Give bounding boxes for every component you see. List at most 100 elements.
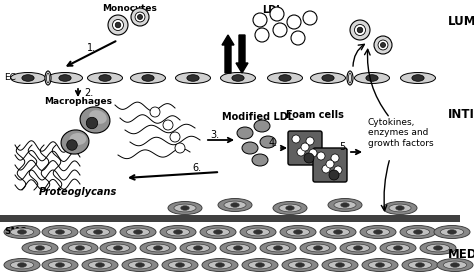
- Ellipse shape: [226, 244, 250, 252]
- Ellipse shape: [426, 244, 450, 252]
- Ellipse shape: [310, 73, 346, 83]
- Ellipse shape: [340, 242, 376, 254]
- Ellipse shape: [173, 230, 182, 234]
- Ellipse shape: [70, 133, 86, 145]
- Ellipse shape: [300, 242, 336, 254]
- Text: 4.: 4.: [269, 138, 278, 148]
- Text: SMC: SMC: [4, 227, 26, 237]
- FancyArrow shape: [222, 35, 234, 73]
- Ellipse shape: [55, 263, 64, 267]
- Ellipse shape: [440, 228, 464, 236]
- Ellipse shape: [213, 230, 222, 234]
- Ellipse shape: [202, 259, 238, 272]
- Ellipse shape: [10, 261, 34, 269]
- Circle shape: [108, 15, 128, 35]
- Ellipse shape: [306, 244, 330, 252]
- Ellipse shape: [334, 230, 343, 234]
- Ellipse shape: [220, 242, 256, 254]
- Ellipse shape: [18, 230, 27, 234]
- Ellipse shape: [55, 230, 64, 234]
- Ellipse shape: [130, 73, 165, 83]
- Circle shape: [175, 143, 185, 153]
- Ellipse shape: [140, 242, 176, 254]
- Ellipse shape: [160, 225, 196, 239]
- Circle shape: [378, 40, 388, 50]
- Circle shape: [304, 153, 314, 163]
- Circle shape: [135, 12, 145, 22]
- Circle shape: [86, 117, 98, 129]
- Ellipse shape: [122, 259, 158, 272]
- Ellipse shape: [266, 244, 290, 252]
- Ellipse shape: [246, 228, 270, 236]
- Ellipse shape: [180, 242, 216, 254]
- Text: Foam cells: Foam cells: [286, 110, 344, 120]
- Ellipse shape: [389, 204, 411, 212]
- Ellipse shape: [260, 242, 296, 254]
- Ellipse shape: [254, 120, 270, 132]
- Ellipse shape: [273, 246, 283, 250]
- Ellipse shape: [320, 225, 356, 239]
- Circle shape: [131, 8, 149, 26]
- Ellipse shape: [355, 73, 390, 83]
- Ellipse shape: [46, 73, 49, 83]
- Text: 6.: 6.: [192, 163, 201, 173]
- Circle shape: [292, 135, 300, 143]
- Ellipse shape: [4, 259, 40, 272]
- Circle shape: [303, 11, 317, 25]
- Circle shape: [355, 24, 365, 36]
- Ellipse shape: [406, 228, 430, 236]
- Ellipse shape: [366, 228, 390, 236]
- Ellipse shape: [383, 202, 417, 215]
- Ellipse shape: [450, 263, 459, 267]
- Ellipse shape: [93, 230, 102, 234]
- Circle shape: [273, 23, 287, 37]
- Bar: [0, 215, 460, 222]
- Circle shape: [322, 165, 330, 173]
- Text: INTIMA: INTIMA: [448, 108, 474, 121]
- Circle shape: [150, 107, 160, 117]
- Ellipse shape: [200, 225, 236, 239]
- Ellipse shape: [447, 230, 456, 234]
- Ellipse shape: [273, 202, 307, 215]
- Circle shape: [291, 31, 305, 45]
- Ellipse shape: [402, 259, 438, 272]
- Ellipse shape: [293, 230, 302, 234]
- Ellipse shape: [354, 246, 363, 250]
- Ellipse shape: [80, 107, 110, 133]
- Text: Monocytes: Monocytes: [102, 4, 157, 13]
- Ellipse shape: [75, 246, 84, 250]
- Ellipse shape: [206, 228, 230, 236]
- Ellipse shape: [260, 136, 276, 148]
- Ellipse shape: [286, 228, 310, 236]
- Text: Macrophages: Macrophages: [44, 97, 112, 106]
- Ellipse shape: [175, 263, 184, 267]
- Ellipse shape: [366, 75, 378, 81]
- Ellipse shape: [36, 246, 45, 250]
- Ellipse shape: [154, 246, 163, 250]
- Ellipse shape: [416, 263, 425, 267]
- Circle shape: [374, 36, 392, 54]
- Ellipse shape: [336, 263, 345, 267]
- Circle shape: [115, 22, 121, 28]
- Ellipse shape: [208, 261, 232, 269]
- Circle shape: [297, 148, 305, 156]
- Ellipse shape: [187, 75, 199, 81]
- Ellipse shape: [106, 244, 130, 252]
- Ellipse shape: [231, 203, 239, 207]
- Ellipse shape: [100, 242, 136, 254]
- Ellipse shape: [218, 198, 252, 212]
- Ellipse shape: [368, 261, 392, 269]
- Circle shape: [253, 13, 267, 27]
- Ellipse shape: [396, 206, 404, 210]
- Ellipse shape: [234, 246, 243, 250]
- Ellipse shape: [162, 259, 198, 272]
- Ellipse shape: [68, 244, 91, 252]
- Ellipse shape: [437, 259, 473, 272]
- Circle shape: [309, 149, 317, 157]
- Ellipse shape: [347, 71, 353, 85]
- Ellipse shape: [142, 75, 154, 81]
- Ellipse shape: [59, 75, 71, 81]
- Ellipse shape: [61, 130, 89, 154]
- Ellipse shape: [42, 225, 78, 239]
- Circle shape: [301, 143, 309, 151]
